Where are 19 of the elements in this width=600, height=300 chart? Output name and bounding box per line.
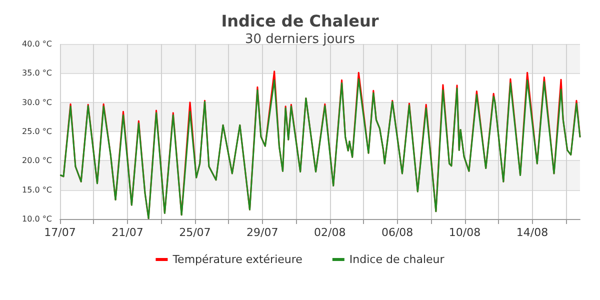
y-tick-label: 20.0 °C <box>22 156 52 166</box>
x-tick-label: 29/07 <box>246 226 278 239</box>
x-tick-label: 02/08 <box>314 226 346 239</box>
y-tick-label: 15.0 °C <box>22 185 52 194</box>
chart-subtitle: 30 derniers jours <box>244 32 356 47</box>
x-tick-label: 25/07 <box>179 226 211 239</box>
y-tick-label: 10.0 °C <box>22 214 52 224</box>
y-tick-label: 30.0 °C <box>22 98 52 107</box>
chart-title: Indice de Chaleur <box>221 12 379 30</box>
y-tick-label: 25.0 °C <box>22 127 52 136</box>
legend-label: Température extérieure <box>172 253 303 266</box>
y-tick-label: 35.0 °C <box>22 68 52 78</box>
legend-label: Indice de chaleur <box>349 253 445 266</box>
x-tick-label: 06/08 <box>381 226 414 239</box>
y-tick-label: 40.0 °C <box>22 40 52 48</box>
x-tick-label: 21/07 <box>112 226 144 239</box>
x-tick-label: 14/08 <box>516 226 548 239</box>
x-tick-label: 10/08 <box>448 226 481 239</box>
x-tick-label: 17/07 <box>44 226 76 239</box>
